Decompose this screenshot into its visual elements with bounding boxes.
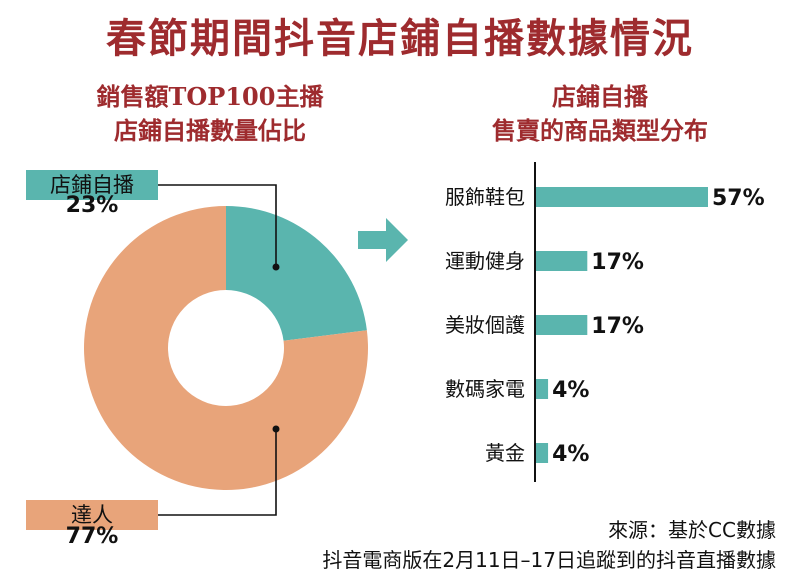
bar [536,443,549,463]
source-line-1: 來源：基於CC數據 [608,518,776,542]
bar-value-label: 4% [552,378,589,403]
leader-line [158,184,277,267]
bar-category-label: 黃金 [485,441,525,465]
donut-subtitle: 銷售額TOP100主播 店鋪自播數量佔比 [20,80,400,148]
bar-category-label: 服飾鞋包 [445,185,525,209]
bar-value-label: 17% [591,314,644,339]
bar-value-label: 4% [552,442,589,467]
bar-value-label: 57% [712,186,765,211]
leader-line [158,429,277,516]
bar [536,187,708,207]
bar [536,315,588,335]
donut-slice [84,206,368,490]
bar-subtitle: 店鋪自播 售賣的商品類型分布 [420,80,780,148]
donut-value-label: 23% [66,193,119,218]
bar [536,379,549,399]
leader-dot [272,263,280,271]
bar [536,251,588,271]
bar-subtitle-line-2: 售賣的商品類型分布 [492,116,708,145]
bar-category-label: 運動健身 [445,249,525,273]
donut-label-box [26,170,158,200]
bar-value-label: 17% [591,250,644,275]
source-line-2: 抖音電商版在2月11日–17日追蹤到的抖音直播數據 [322,548,776,572]
chart-title: 春節期間抖音店鋪自播數據情況 [106,15,694,62]
leader-dot [272,425,280,433]
right-arrow-icon [358,218,408,262]
donut-value-label: 77% [66,524,119,549]
donut-category-label: 達人 [71,503,113,527]
donut-slice [226,206,367,341]
donut-label-box [26,500,158,530]
donut-subtitle-line-1: 銷售額TOP100主播 [96,82,324,111]
donut-subtitle-line-2: 店鋪自播數量佔比 [114,116,306,145]
bar-category-label: 數碼家電 [445,377,525,401]
donut-category-label: 店鋪自播 [50,173,134,197]
bar-category-label: 美妝個護 [445,313,525,337]
bar-subtitle-line-1: 店鋪自播 [552,82,648,111]
